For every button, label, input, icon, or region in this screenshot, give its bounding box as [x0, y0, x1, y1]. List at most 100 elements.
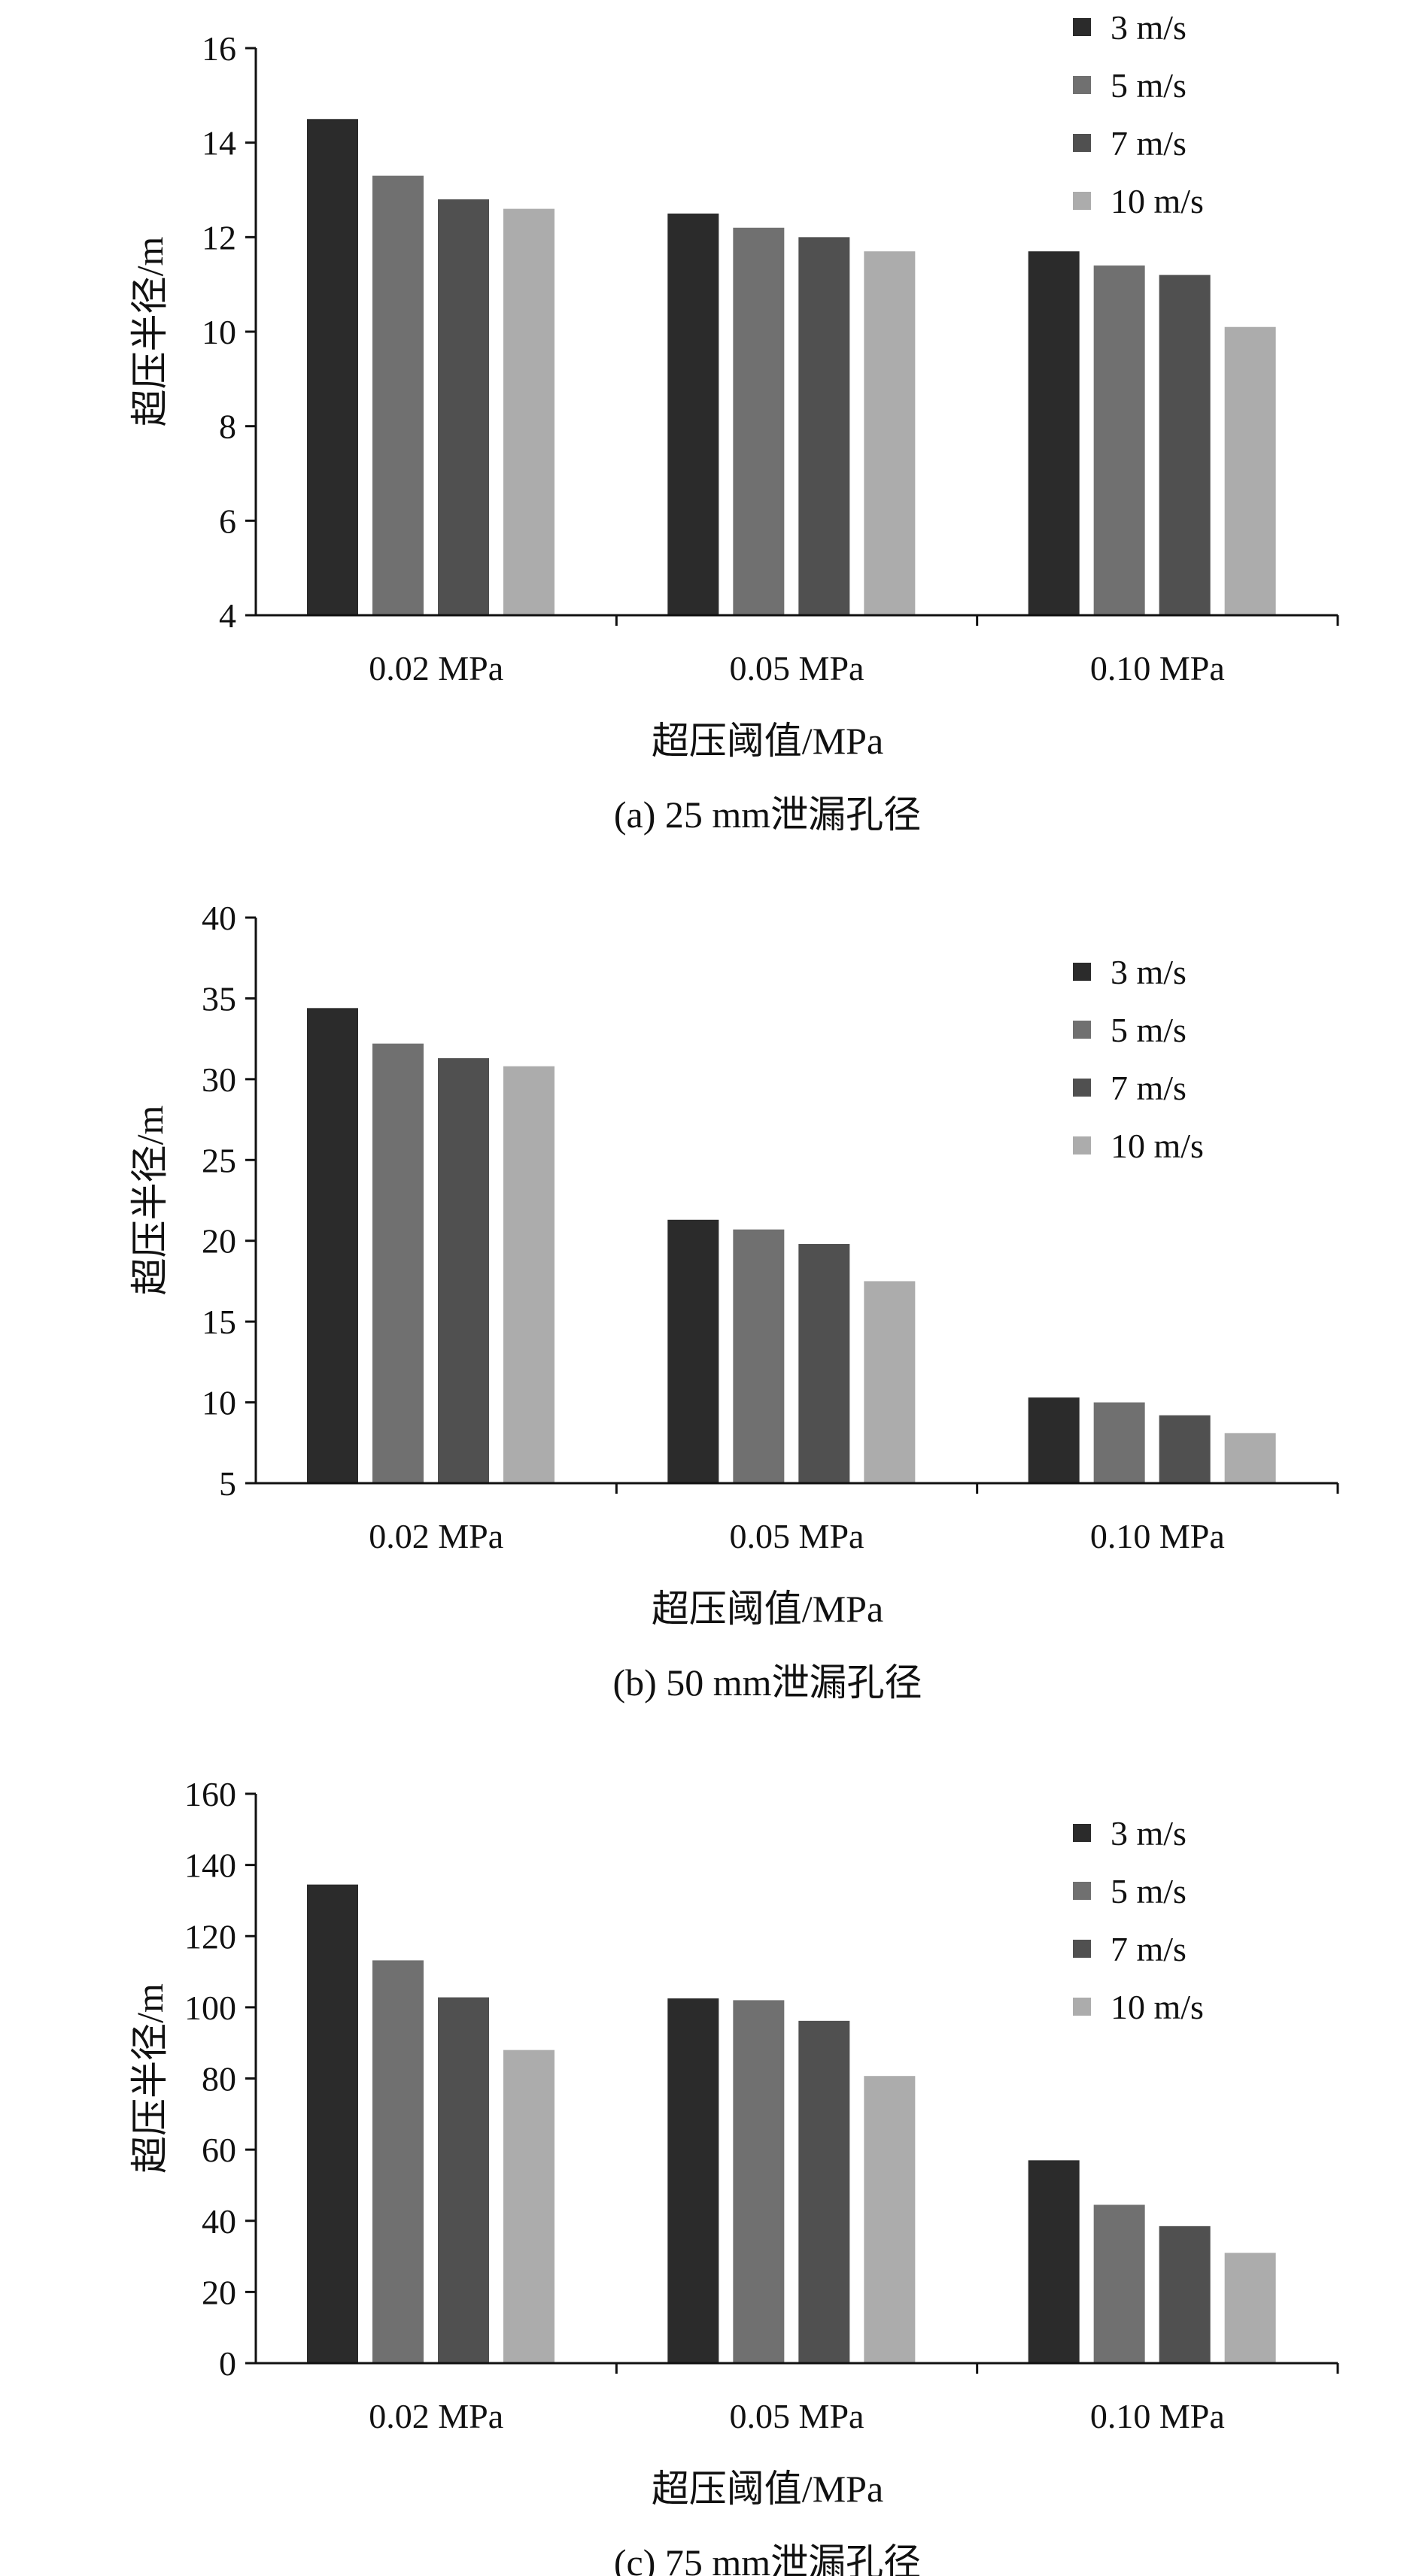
y-tick-label: 4: [219, 596, 236, 635]
y-tick-label: 14: [202, 124, 236, 162]
legend-swatch: [1073, 1940, 1091, 1958]
bar: [503, 208, 555, 616]
x-category-label: 0.05 MPa: [730, 649, 864, 687]
y-tick-label: 40: [202, 2202, 236, 2241]
bar: [307, 1008, 358, 1483]
legend-label: 7 m/s: [1111, 1069, 1187, 1107]
legend-swatch: [1073, 134, 1091, 152]
legend-swatch: [1073, 1824, 1091, 1842]
x-axis-title: 超压阈值/MPa: [652, 720, 883, 762]
bar: [1028, 251, 1080, 615]
bar: [667, 1219, 719, 1483]
bar: [1224, 326, 1276, 615]
y-tick-label: 120: [184, 1917, 236, 1956]
bar: [372, 1960, 424, 2363]
panel-caption: (b) 50 mm泄漏孔径: [612, 1661, 922, 1704]
y-tick-label: 6: [219, 502, 236, 540]
bar: [798, 237, 850, 615]
bar: [798, 1244, 850, 1483]
bar: [798, 2020, 850, 2363]
x-category-label: 0.02 MPa: [369, 1517, 503, 1555]
legend-swatch: [1073, 1882, 1091, 1900]
x-axis-title: 超压阈值/MPa: [652, 2468, 883, 2510]
bar: [733, 1229, 785, 1483]
legend-label: 10 m/s: [1111, 182, 1204, 220]
legend-label: 3 m/s: [1111, 8, 1187, 47]
y-tick-label: 10: [202, 1384, 236, 1422]
y-tick-label: 100: [184, 1989, 236, 2027]
legend-swatch: [1073, 1021, 1091, 1039]
bar: [438, 1057, 489, 1483]
x-category-label: 0.10 MPa: [1090, 1517, 1225, 1555]
legend-label: 5 m/s: [1111, 1872, 1187, 1910]
legend-label: 10 m/s: [1111, 1988, 1204, 2026]
x-category-label: 0.05 MPa: [730, 1517, 864, 1555]
legend-swatch: [1073, 76, 1091, 94]
bar: [667, 1998, 719, 2363]
bar: [1159, 2226, 1211, 2363]
y-tick-label: 35: [202, 979, 236, 1018]
bar: [307, 1884, 358, 2363]
y-tick-label: 8: [219, 408, 236, 446]
legend-label: 7 m/s: [1111, 124, 1187, 162]
legend-label: 10 m/s: [1111, 1127, 1204, 1165]
bar: [1093, 1402, 1145, 1483]
y-tick-label: 0: [219, 2344, 236, 2383]
y-tick-label: 140: [184, 1846, 236, 1885]
bar: [1224, 1433, 1276, 1483]
bar: [1159, 275, 1211, 615]
bar: [1224, 2253, 1276, 2363]
x-category-label: 0.10 MPa: [1090, 2397, 1225, 2435]
y-tick-label: 60: [202, 2131, 236, 2169]
y-tick-label: 80: [202, 2060, 236, 2098]
bar: [667, 213, 719, 616]
bar: [438, 1997, 489, 2363]
y-tick-label: 15: [202, 1303, 236, 1341]
bar: [372, 175, 424, 615]
bar: [864, 1281, 916, 1483]
y-axis-title: 超压半径/m: [129, 237, 171, 427]
bar: [1028, 2160, 1080, 2363]
legend-label: 5 m/s: [1111, 1011, 1187, 1049]
y-tick-label: 40: [202, 899, 236, 937]
legend-swatch: [1073, 963, 1091, 981]
bar: [503, 1066, 555, 1483]
chart-panel: 4 6 8 10 12 14 16 0.02 MPa 0.05 MPa 0.10 MPa 超压阈值/…: [129, 8, 1339, 836]
legend-swatch: [1073, 1136, 1091, 1154]
y-tick-label: 16: [202, 29, 236, 68]
y-axis-title: 超压半径/m: [129, 1983, 171, 2174]
bar: [733, 227, 785, 615]
x-category-label: 0.10 MPa: [1090, 649, 1225, 687]
y-axis-title: 超压半径/m: [129, 1106, 171, 1296]
x-category-label: 0.05 MPa: [730, 2397, 864, 2435]
bar: [307, 119, 358, 615]
panel-caption: (c) 75 mm泄漏孔径: [614, 2541, 921, 2576]
legend-label: 3 m/s: [1111, 1814, 1187, 1852]
bar: [864, 251, 916, 615]
bar: [733, 2000, 785, 2363]
bar: [438, 199, 489, 616]
y-tick-label: 5: [219, 1464, 236, 1503]
bar: [1028, 1397, 1080, 1483]
bar: [1093, 2204, 1145, 2363]
legend-swatch: [1073, 1998, 1091, 2016]
x-category-label: 0.02 MPa: [369, 649, 503, 687]
y-tick-label: 160: [184, 1775, 236, 1813]
legend-swatch: [1073, 18, 1091, 36]
y-tick-label: 12: [202, 218, 236, 256]
bar: [1159, 1415, 1211, 1483]
y-tick-label: 20: [202, 2273, 236, 2311]
x-axis-title: 超压阈值/MPa: [652, 1588, 883, 1630]
chart-panel: 5 10 15 20 25 30 35 40 0.02 MPa 0.05 MPa 0.10 MPa 超…: [129, 899, 1339, 1704]
x-category-label: 0.02 MPa: [369, 2397, 503, 2435]
legend-swatch: [1073, 192, 1091, 210]
y-tick-label: 25: [202, 1141, 236, 1179]
bar: [372, 1043, 424, 1483]
legend-swatch: [1073, 1079, 1091, 1097]
panel-caption: (a) 25 mm泄漏孔径: [614, 793, 921, 836]
y-tick-label: 30: [202, 1060, 236, 1099]
legend-label: 3 m/s: [1111, 953, 1187, 991]
legend-label: 7 m/s: [1111, 1930, 1187, 1968]
y-tick-label: 10: [202, 313, 236, 351]
